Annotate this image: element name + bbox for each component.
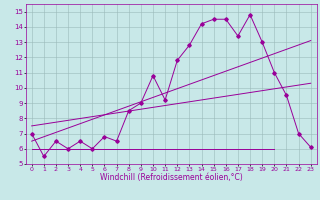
X-axis label: Windchill (Refroidissement éolien,°C): Windchill (Refroidissement éolien,°C)	[100, 173, 243, 182]
